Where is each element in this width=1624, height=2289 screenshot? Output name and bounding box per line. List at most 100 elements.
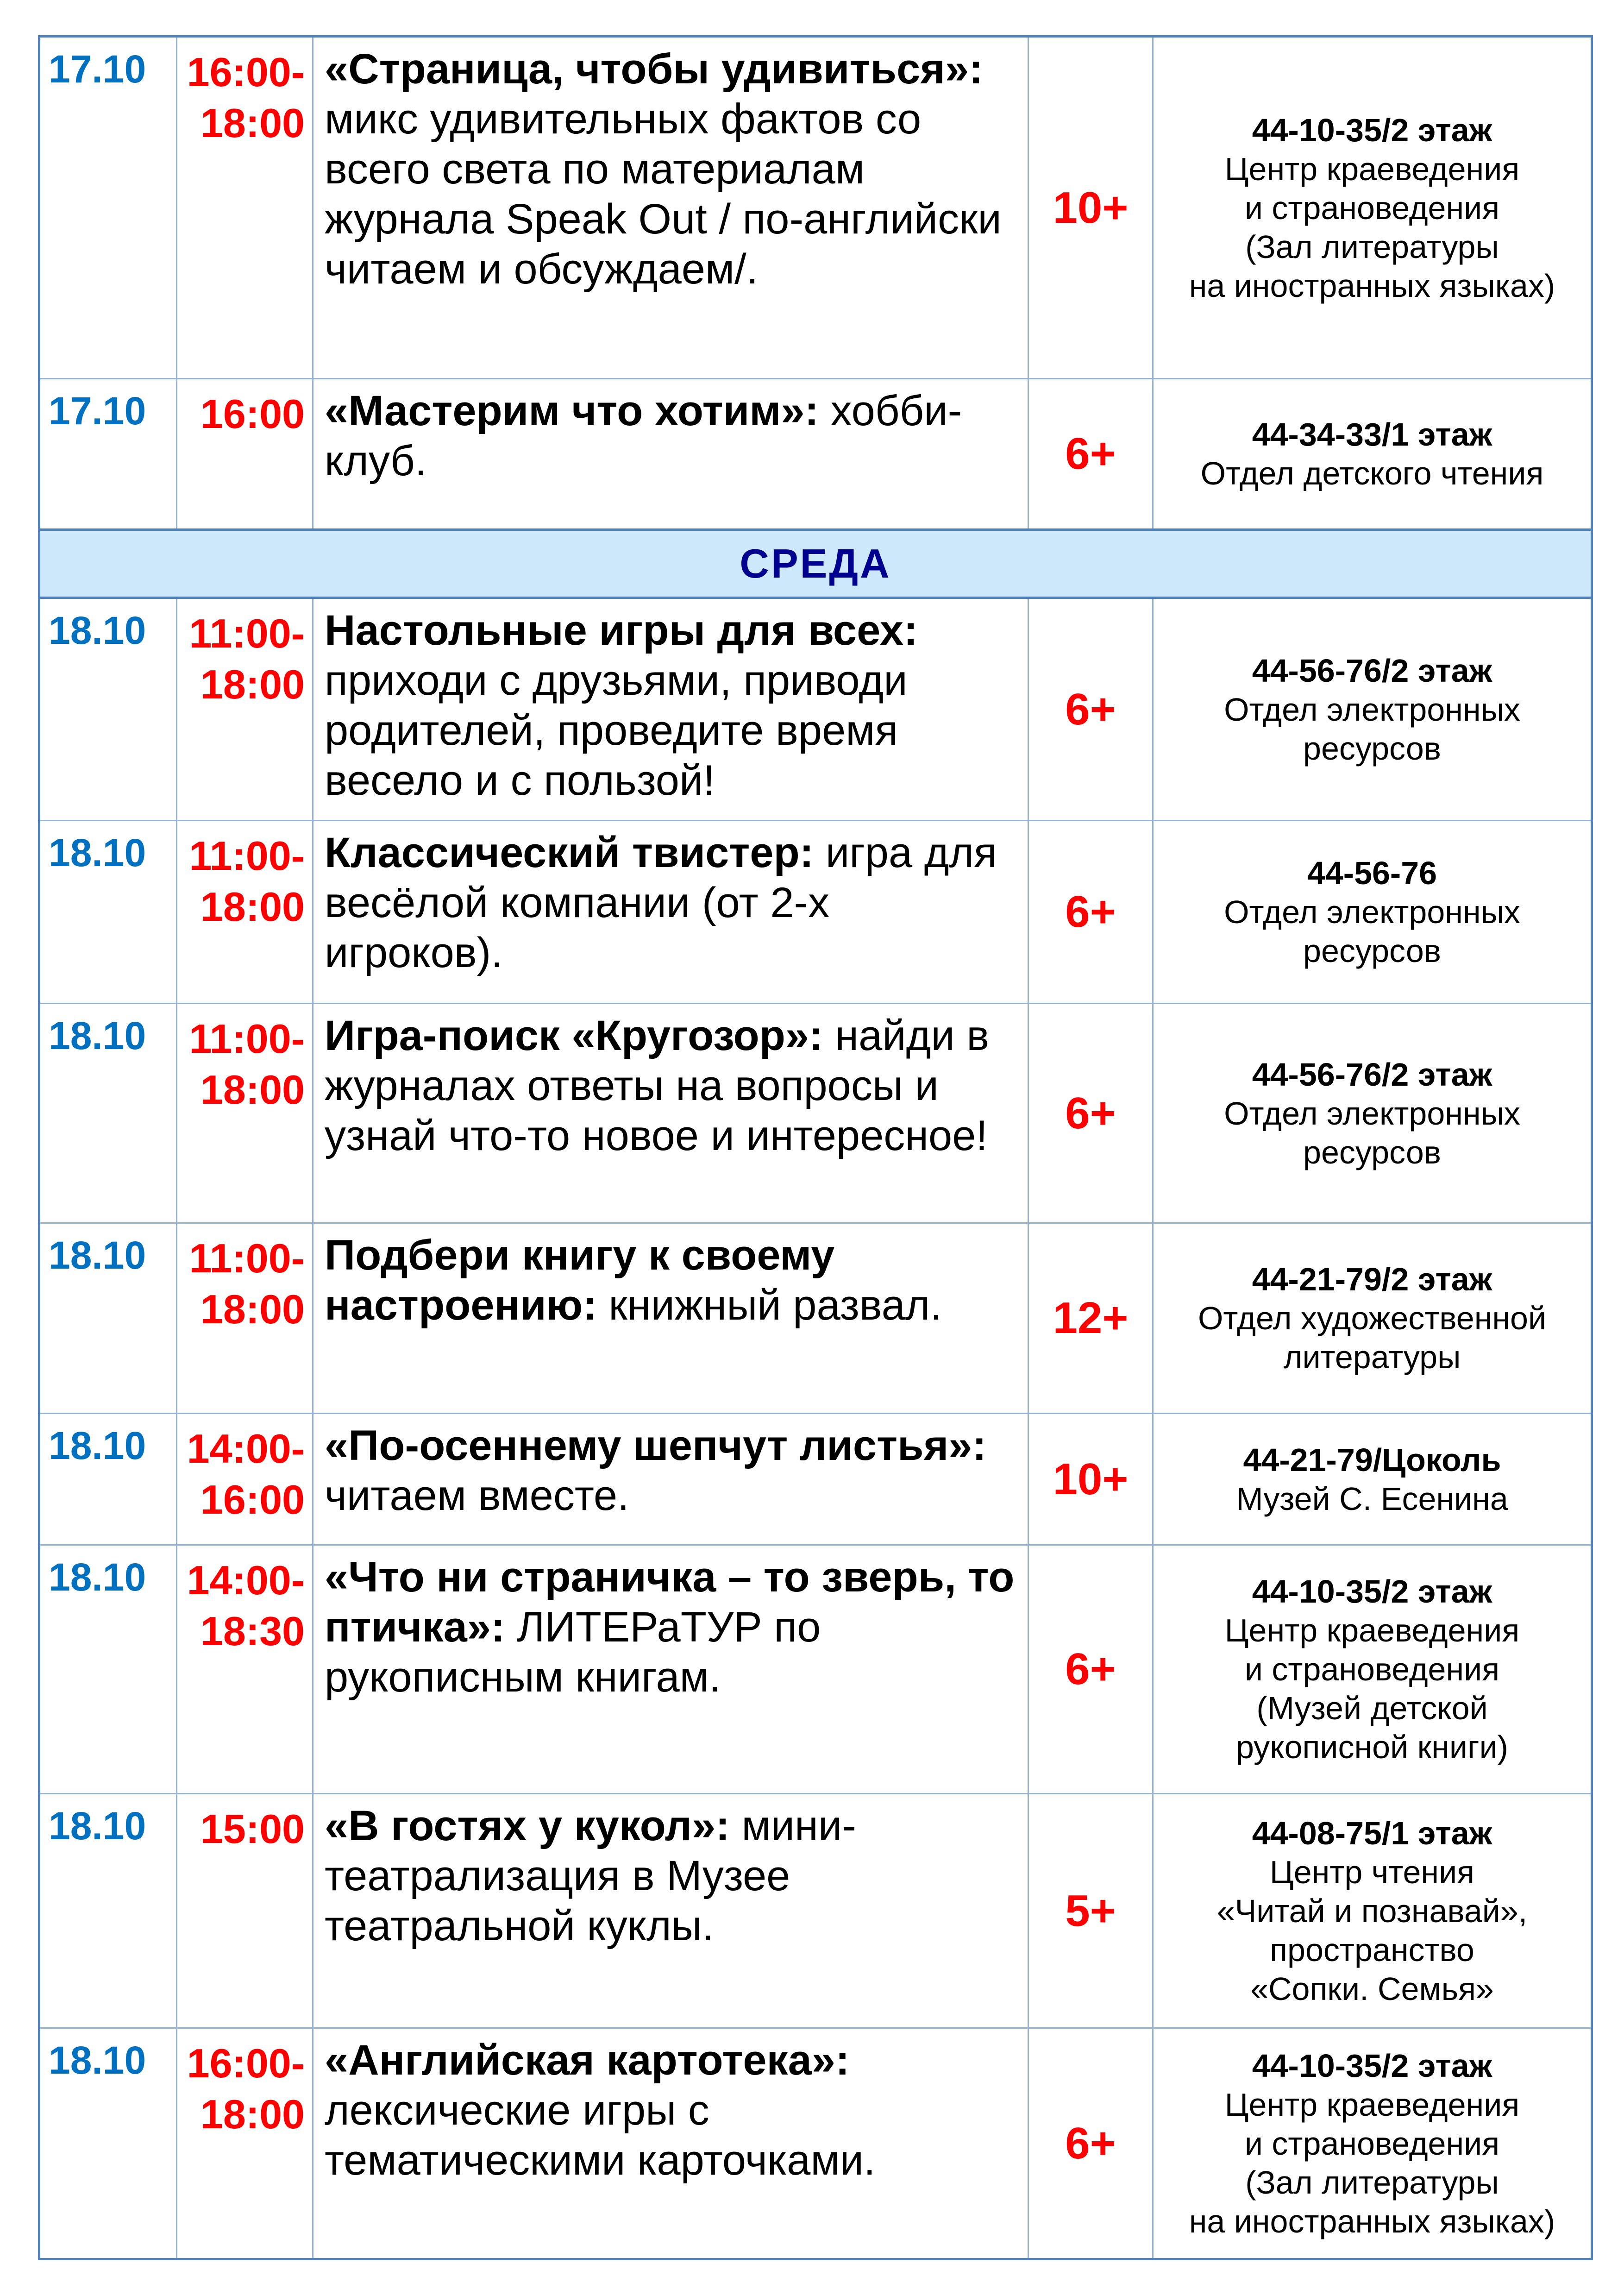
event-location: 44-34-33/1 этаж Отдел детского чтения	[1152, 378, 1593, 530]
event-location: 44-56-76/2 этаж Отдел электронных ресурсов	[1152, 1003, 1593, 1224]
location-line: на иностранных языках)	[1189, 267, 1555, 304]
event-text: найди в журналах ответы на вопросы и узн…	[325, 1012, 990, 1159]
event-title: «Страница, чтобы удивиться»:	[325, 45, 983, 93]
time-end: 18:00	[200, 661, 305, 707]
time-end: 18:00	[200, 1286, 305, 1332]
event-location: 44-10-35/2 этаж Центр краеведения и страно…	[1152, 36, 1593, 379]
event-title: «В гостях у кукол»:	[325, 1802, 730, 1849]
event-location: 44-10-35/2 этаж Центр краеведения и страно…	[1152, 1544, 1593, 1794]
location-line: ресурсов	[1303, 730, 1441, 767]
events-table: 17.10 16:00- 18:00 «Страница, чтобы удиви…	[38, 35, 1593, 2260]
age-rating: 12+	[1028, 1222, 1154, 1414]
age-rating: 10+	[1028, 1413, 1154, 1546]
event-row: 18.10 11:00- 18:00 Настольные игры для вс…	[38, 597, 1593, 821]
location-phone: 44-56-76/2 этаж	[1252, 1056, 1492, 1093]
event-text: лексические игры с тематическими карточк…	[325, 2087, 876, 2184]
location-phone: 44-56-76/2 этаж	[1252, 652, 1492, 689]
age-rating: 5+	[1028, 1793, 1154, 2029]
location-line: и страноведения	[1244, 2125, 1500, 2162]
event-time: 11:00- 18:00	[176, 1222, 314, 1414]
location-phone: 44-34-33/1 этаж	[1252, 416, 1492, 453]
location-line: Отдел электронных	[1224, 894, 1520, 930]
location-line: пространство	[1270, 1931, 1474, 1968]
event-title: «Мастерим что хотим»:	[325, 387, 819, 434]
event-date: 18.10	[38, 1413, 177, 1546]
day-header: СРЕДА	[38, 528, 1593, 599]
location-phone: 44-21-79/2 этаж	[1252, 1261, 1492, 1297]
time-end: 18:00	[200, 100, 305, 146]
event-row: 18.10 15:00 «В гостях у кукол»: мини-теа…	[38, 1793, 1593, 2029]
event-text: хобби-клуб.	[325, 387, 962, 484]
event-date: 18.10	[38, 1222, 177, 1414]
location-line: ресурсов	[1303, 933, 1441, 969]
event-time: 14:00- 16:00	[176, 1413, 314, 1546]
location-phone: 44-10-35/2 этаж	[1252, 1573, 1492, 1610]
event-location: 44-21-79/2 этаж Отдел художественной литер…	[1152, 1222, 1593, 1414]
event-text: книжный развал.	[596, 1282, 942, 1329]
time-start: 11:00-	[189, 1016, 305, 1062]
event-location: 44-21-79/Цоколь Музей С. Есенина	[1152, 1413, 1593, 1546]
event-title: «По-осеннему шепчут листья»:	[325, 1422, 987, 1469]
location-line: Отдел художественной	[1198, 1300, 1547, 1336]
location-line: Центр чтения	[1269, 1854, 1475, 1890]
location-phone: 44-08-75/1 этаж	[1252, 1815, 1492, 1851]
day-header-row: СРЕДА	[38, 528, 1593, 599]
event-row: 18.10 11:00- 18:00 Подбери книгу к своему…	[38, 1222, 1593, 1414]
event-title: «Английская картотека»:	[325, 2037, 850, 2084]
event-description: «В гостях у кукол»: мини-театрализация в…	[312, 1793, 1029, 2029]
location-line: Центр краеведения	[1224, 151, 1520, 187]
time-start: 15:00	[200, 1806, 305, 1852]
event-description: Классический твистер: игра для весёлой к…	[312, 820, 1029, 1004]
location-line: «Читай и познавай»,	[1216, 1893, 1528, 1929]
event-row: 18.10 11:00- 18:00 Классический твистер: …	[38, 820, 1593, 1004]
event-location: 44-56-76 Отдел электронных ресурсов	[1152, 820, 1593, 1004]
event-description: «Страница, чтобы удивиться»: микс удивит…	[312, 36, 1029, 379]
event-row: 18.10 16:00- 18:00 «Английская картотека»…	[38, 2027, 1593, 2260]
event-date: 18.10	[38, 820, 177, 1004]
time-end: 18:30	[200, 1608, 305, 1654]
age-rating: 6+	[1028, 2027, 1154, 2260]
location-line: (Зал литературы	[1245, 2164, 1499, 2201]
event-row: 18.10 14:00- 18:30 «Что ни страничка – то…	[38, 1544, 1593, 1794]
location-line: на иностранных языках)	[1189, 2203, 1555, 2239]
location-phone: 44-56-76	[1307, 855, 1437, 891]
event-time: 11:00- 18:00	[176, 597, 314, 821]
age-rating: 6+	[1028, 1544, 1154, 1794]
event-description: Подбери книгу к своему настроению: книжн…	[312, 1222, 1029, 1414]
location-line: Отдел электронных	[1224, 691, 1520, 728]
location-line: «Сопки. Семья»	[1250, 1970, 1494, 2007]
location-phone: 44-21-79/Цоколь	[1243, 1441, 1501, 1478]
time-start: 11:00-	[189, 610, 305, 656]
location-line: рукописной книги)	[1236, 1729, 1508, 1765]
age-rating: 6+	[1028, 1003, 1154, 1224]
event-text: ЛИТЕРаТУР по рукописным книгам.	[325, 1604, 821, 1701]
time-start: 11:00-	[189, 833, 305, 879]
time-end: 16:00	[200, 1477, 305, 1522]
event-title: Настольные игры для всех:	[325, 607, 918, 654]
event-date: 18.10	[38, 1544, 177, 1794]
event-row: 18.10 14:00- 16:00 «По-осеннему шепчут ли…	[38, 1413, 1593, 1546]
event-description: Игра-поиск «Кругозор»: найди в журналах …	[312, 1003, 1029, 1224]
time-start: 16:00	[200, 391, 305, 437]
age-rating: 6+	[1028, 378, 1154, 530]
event-title: «Что ни страничка – то зверь, то птичка»…	[325, 1553, 1015, 1651]
event-location: 44-10-35/2 этаж Центр краеведения и страно…	[1152, 2027, 1593, 2260]
time-start: 11:00-	[189, 1235, 305, 1281]
event-date: 17.10	[38, 378, 177, 530]
event-time: 16:00	[176, 378, 314, 530]
location-line: Отдел электронных	[1224, 1095, 1520, 1132]
event-title: Игра-поиск «Кругозор»:	[325, 1012, 823, 1059]
event-time: 14:00- 18:30	[176, 1544, 314, 1794]
event-date: 18.10	[38, 597, 177, 821]
age-rating: 6+	[1028, 820, 1154, 1004]
location-line: ресурсов	[1303, 1134, 1441, 1170]
event-time: 11:00- 18:00	[176, 820, 314, 1004]
event-description: «Мастерим что хотим»: хобби-клуб.	[312, 378, 1029, 530]
event-date: 18.10	[38, 1003, 177, 1224]
event-location: 44-08-75/1 этаж Центр чтения «Читай и позн…	[1152, 1793, 1593, 2029]
event-title: Подбери книгу к своему настроению:	[325, 1232, 835, 1329]
time-start: 14:00-	[187, 1557, 305, 1603]
event-text: игра для весёлой компании (от 2-х игроко…	[325, 829, 997, 976]
event-time: 11:00- 18:00	[176, 1003, 314, 1224]
location-line: и страноведения	[1244, 1651, 1500, 1687]
